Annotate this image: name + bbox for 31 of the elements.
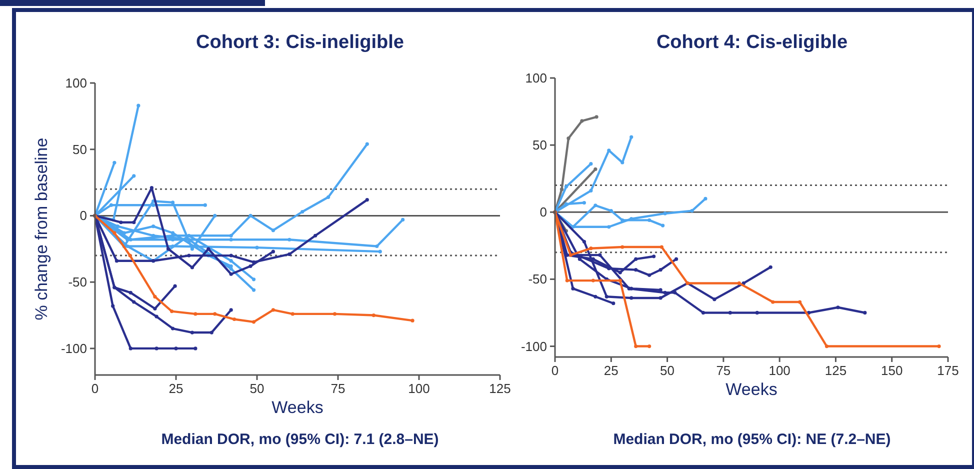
text: Median DOR, mo (95% CI): NE (7.2–NE) <box>613 431 891 448</box>
x-tick-label: 100 <box>408 381 430 396</box>
x-axis-title: Weeks <box>726 380 778 399</box>
x-tick-label: 50 <box>660 363 675 378</box>
x-tick-label: 75 <box>330 381 346 396</box>
x-tick-label: 125 <box>489 381 511 396</box>
y-tick-label: 0 <box>540 204 547 220</box>
chart-title: Cohort 4: Cis-eligible <box>656 32 848 53</box>
y-tick-label: 100 <box>65 76 87 90</box>
x-tick-label: 0 <box>551 363 559 378</box>
x-tick-label: 175 <box>937 363 959 378</box>
y-tick-label: -100 <box>60 340 87 356</box>
x-axis-title: Weeks <box>272 398 324 417</box>
x-tick-label: 0 <box>91 381 99 396</box>
y-axis-title: % change from baseline <box>32 138 51 320</box>
x-tick-label: 150 <box>881 363 903 378</box>
y-tick-label: -50 <box>68 274 87 290</box>
y-tick-label: -100 <box>520 338 547 354</box>
x-tick-label: 100 <box>768 363 790 378</box>
text: Median DOR, mo (95% CI): 7.1 (2.8–NE) <box>161 431 439 448</box>
x-tick-label: 25 <box>604 363 618 378</box>
y-tick-label: 50 <box>532 138 547 153</box>
y-tick-label: 100 <box>525 70 547 86</box>
x-tick-label: 125 <box>824 363 847 378</box>
chart-title: Cohort 3: Cis-ineligible <box>196 32 404 53</box>
x-tick-label: 75 <box>716 363 731 378</box>
y-tick-label: 0 <box>80 208 87 224</box>
y-tick-label: -50 <box>528 272 547 287</box>
x-tick-label: 25 <box>168 381 184 396</box>
y-tick-label: 50 <box>72 142 87 157</box>
x-tick-label: 50 <box>250 381 264 396</box>
